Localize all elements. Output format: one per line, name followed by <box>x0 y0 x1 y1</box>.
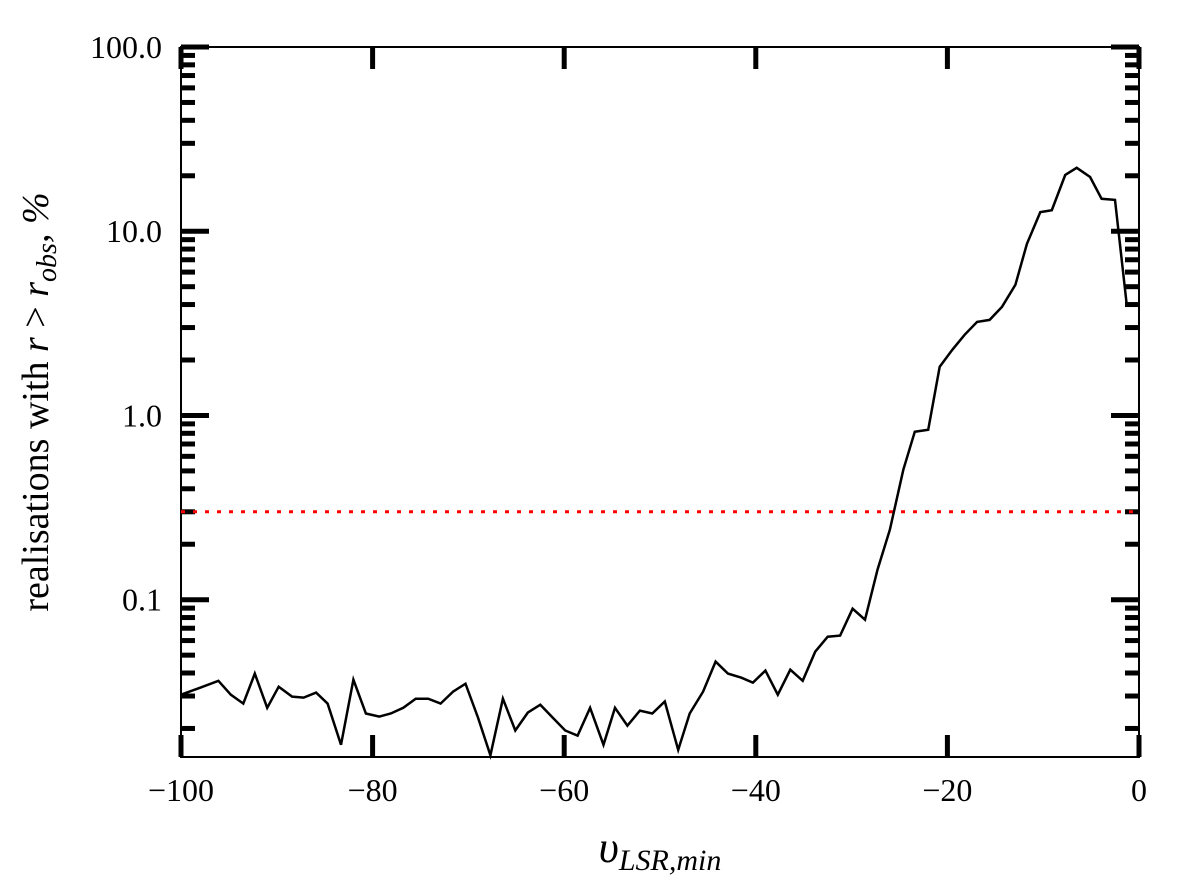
x-axis-label: υLSR,min <box>599 823 722 877</box>
x-tick-label: −20 <box>922 772 972 808</box>
x-tick-label: −60 <box>539 772 589 808</box>
y-tick-label: 1.0 <box>122 397 162 433</box>
x-tick-label: −80 <box>348 772 398 808</box>
y-tick-label: 10.0 <box>106 213 162 249</box>
y-tick-label: 0.1 <box>122 582 162 618</box>
x-tick-label: −100 <box>148 772 214 808</box>
y-label-subscript: obs <box>32 243 63 282</box>
x-label-symbol: υ <box>599 823 619 872</box>
y-label-part: , % <box>15 192 57 243</box>
y-label-part: realisations with <box>15 352 57 612</box>
y-tick-label: 100.0 <box>90 29 162 65</box>
x-tick-label: 0 <box>1131 772 1147 808</box>
y-label-part: > <box>15 297 57 337</box>
x-tick-label: −40 <box>731 772 781 808</box>
x-label-subscript: LSR,min <box>618 844 722 877</box>
y-label-part: r <box>15 337 57 352</box>
plot-frame <box>180 46 1140 758</box>
y-label-part: r <box>15 282 57 297</box>
data-line <box>180 166 1128 761</box>
y-axis-label: realisations with r > robs, % <box>15 192 63 611</box>
